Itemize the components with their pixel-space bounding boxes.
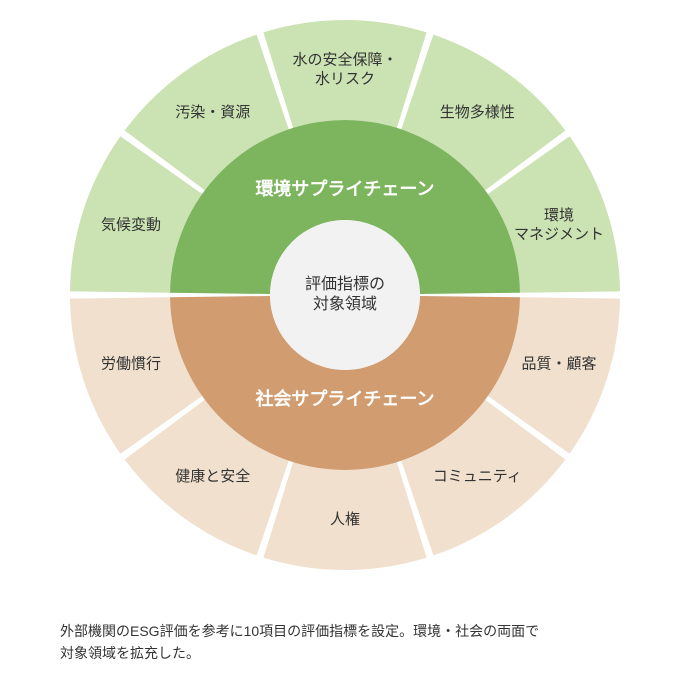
- outer-bottom-label-3: 健康と安全: [175, 467, 250, 485]
- outer-top-label-3: 生物多様性: [440, 104, 515, 121]
- middle-top-label: 環境サプライチェーン: [255, 178, 434, 199]
- outer-bottom-label-2: 人権: [330, 511, 360, 528]
- center-circle: [270, 220, 420, 370]
- caption-line2: 対象領域を拡充した。: [60, 645, 200, 661]
- esg-wheel-diagram: 気候変動汚染・資源水の安全保障・水リスク生物多様性環境マネジメント品質・顧客コミ…: [0, 0, 690, 600]
- outer-bottom-label-0: 品質・顧客: [521, 354, 596, 372]
- outer-bottom-label-4: 労働慣行: [101, 354, 161, 372]
- outer-top-label-0: 気候変動: [101, 216, 161, 233]
- outer-bottom-label-1: コミュニティ: [433, 468, 522, 485]
- middle-bottom-label: 社会サプライチェーン: [255, 388, 434, 409]
- caption-line1: 外部機関のESG評価を参考に10項目の評価指標を設定。環境・社会の両面で: [60, 623, 539, 639]
- outer-top-label-1: 汚染・資源: [175, 104, 250, 121]
- caption: 外部機関のESG評価を参考に10項目の評価指標を設定。環境・社会の両面で 対象領…: [60, 620, 630, 665]
